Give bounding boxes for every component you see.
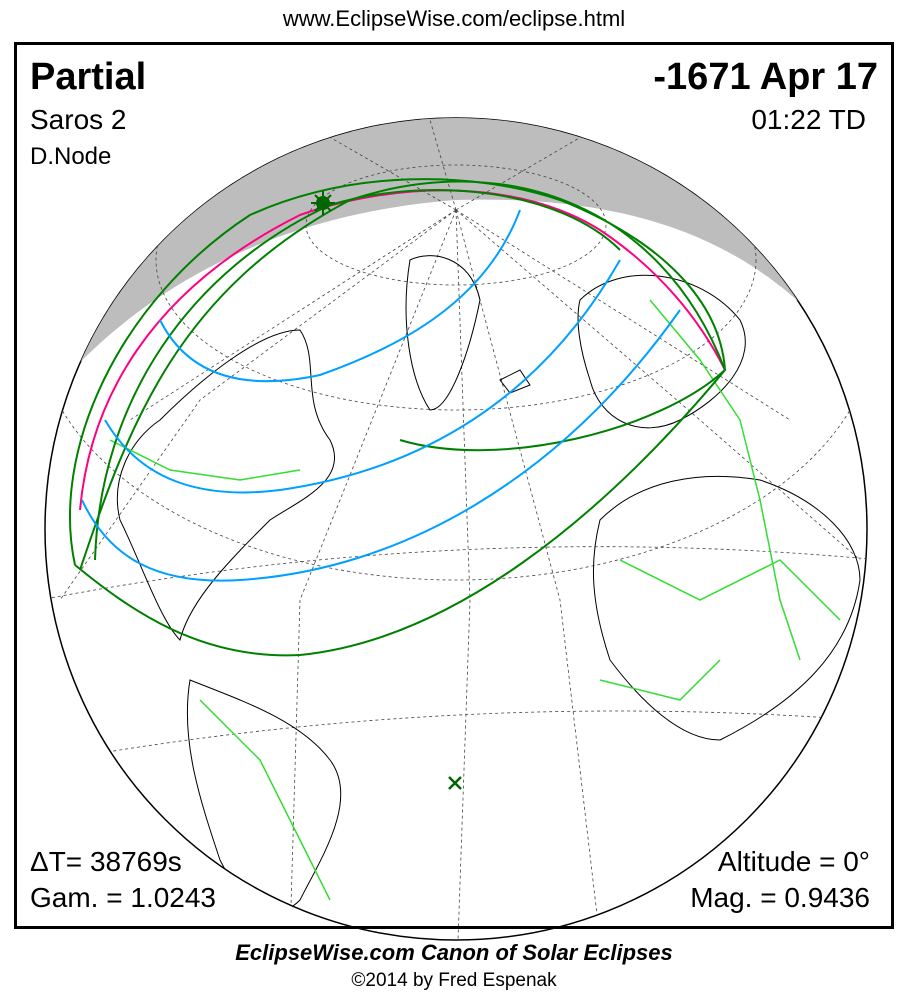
greatest-ellipse: [94, 189, 621, 561]
footer-copyright: ©2014 by Fred Espenak: [351, 970, 557, 991]
x-mark-icon: [448, 776, 462, 790]
gamma: Gam. = 1.0243: [30, 882, 217, 913]
night-region: [45, 118, 867, 420]
northern-limit: [69, 178, 726, 566]
eclipse-date: -1671 Apr 17: [653, 56, 878, 98]
rise-set-curve: [79, 189, 726, 511]
magnitude-curve-1: [159, 209, 521, 383]
eclipse-limit-outer: [74, 369, 726, 657]
magnitude-curve-2: [104, 259, 621, 494]
altitude: Altitude = 0°: [717, 846, 870, 877]
node: D.Node: [30, 143, 112, 170]
page-url: www.EclipseWise.com/eclipse.html: [282, 6, 626, 31]
coastlines: [116, 255, 861, 913]
map-frame: [14, 42, 894, 929]
footer-title: EclipseWise.com Canon of Solar Eclipses: [235, 940, 673, 965]
eclipse-time: 01:22 TD: [751, 104, 866, 135]
saros-number: Saros 2: [30, 104, 127, 135]
eclipse-type: Partial: [30, 56, 147, 98]
sun-icon: [311, 191, 335, 215]
eclipse-limit-inner: [79, 180, 727, 571]
magnitude: Mag. = 0.9436: [690, 882, 870, 913]
delta-t: ΔT= 38769s: [30, 846, 182, 877]
magnitude-curve-3: [81, 309, 681, 582]
